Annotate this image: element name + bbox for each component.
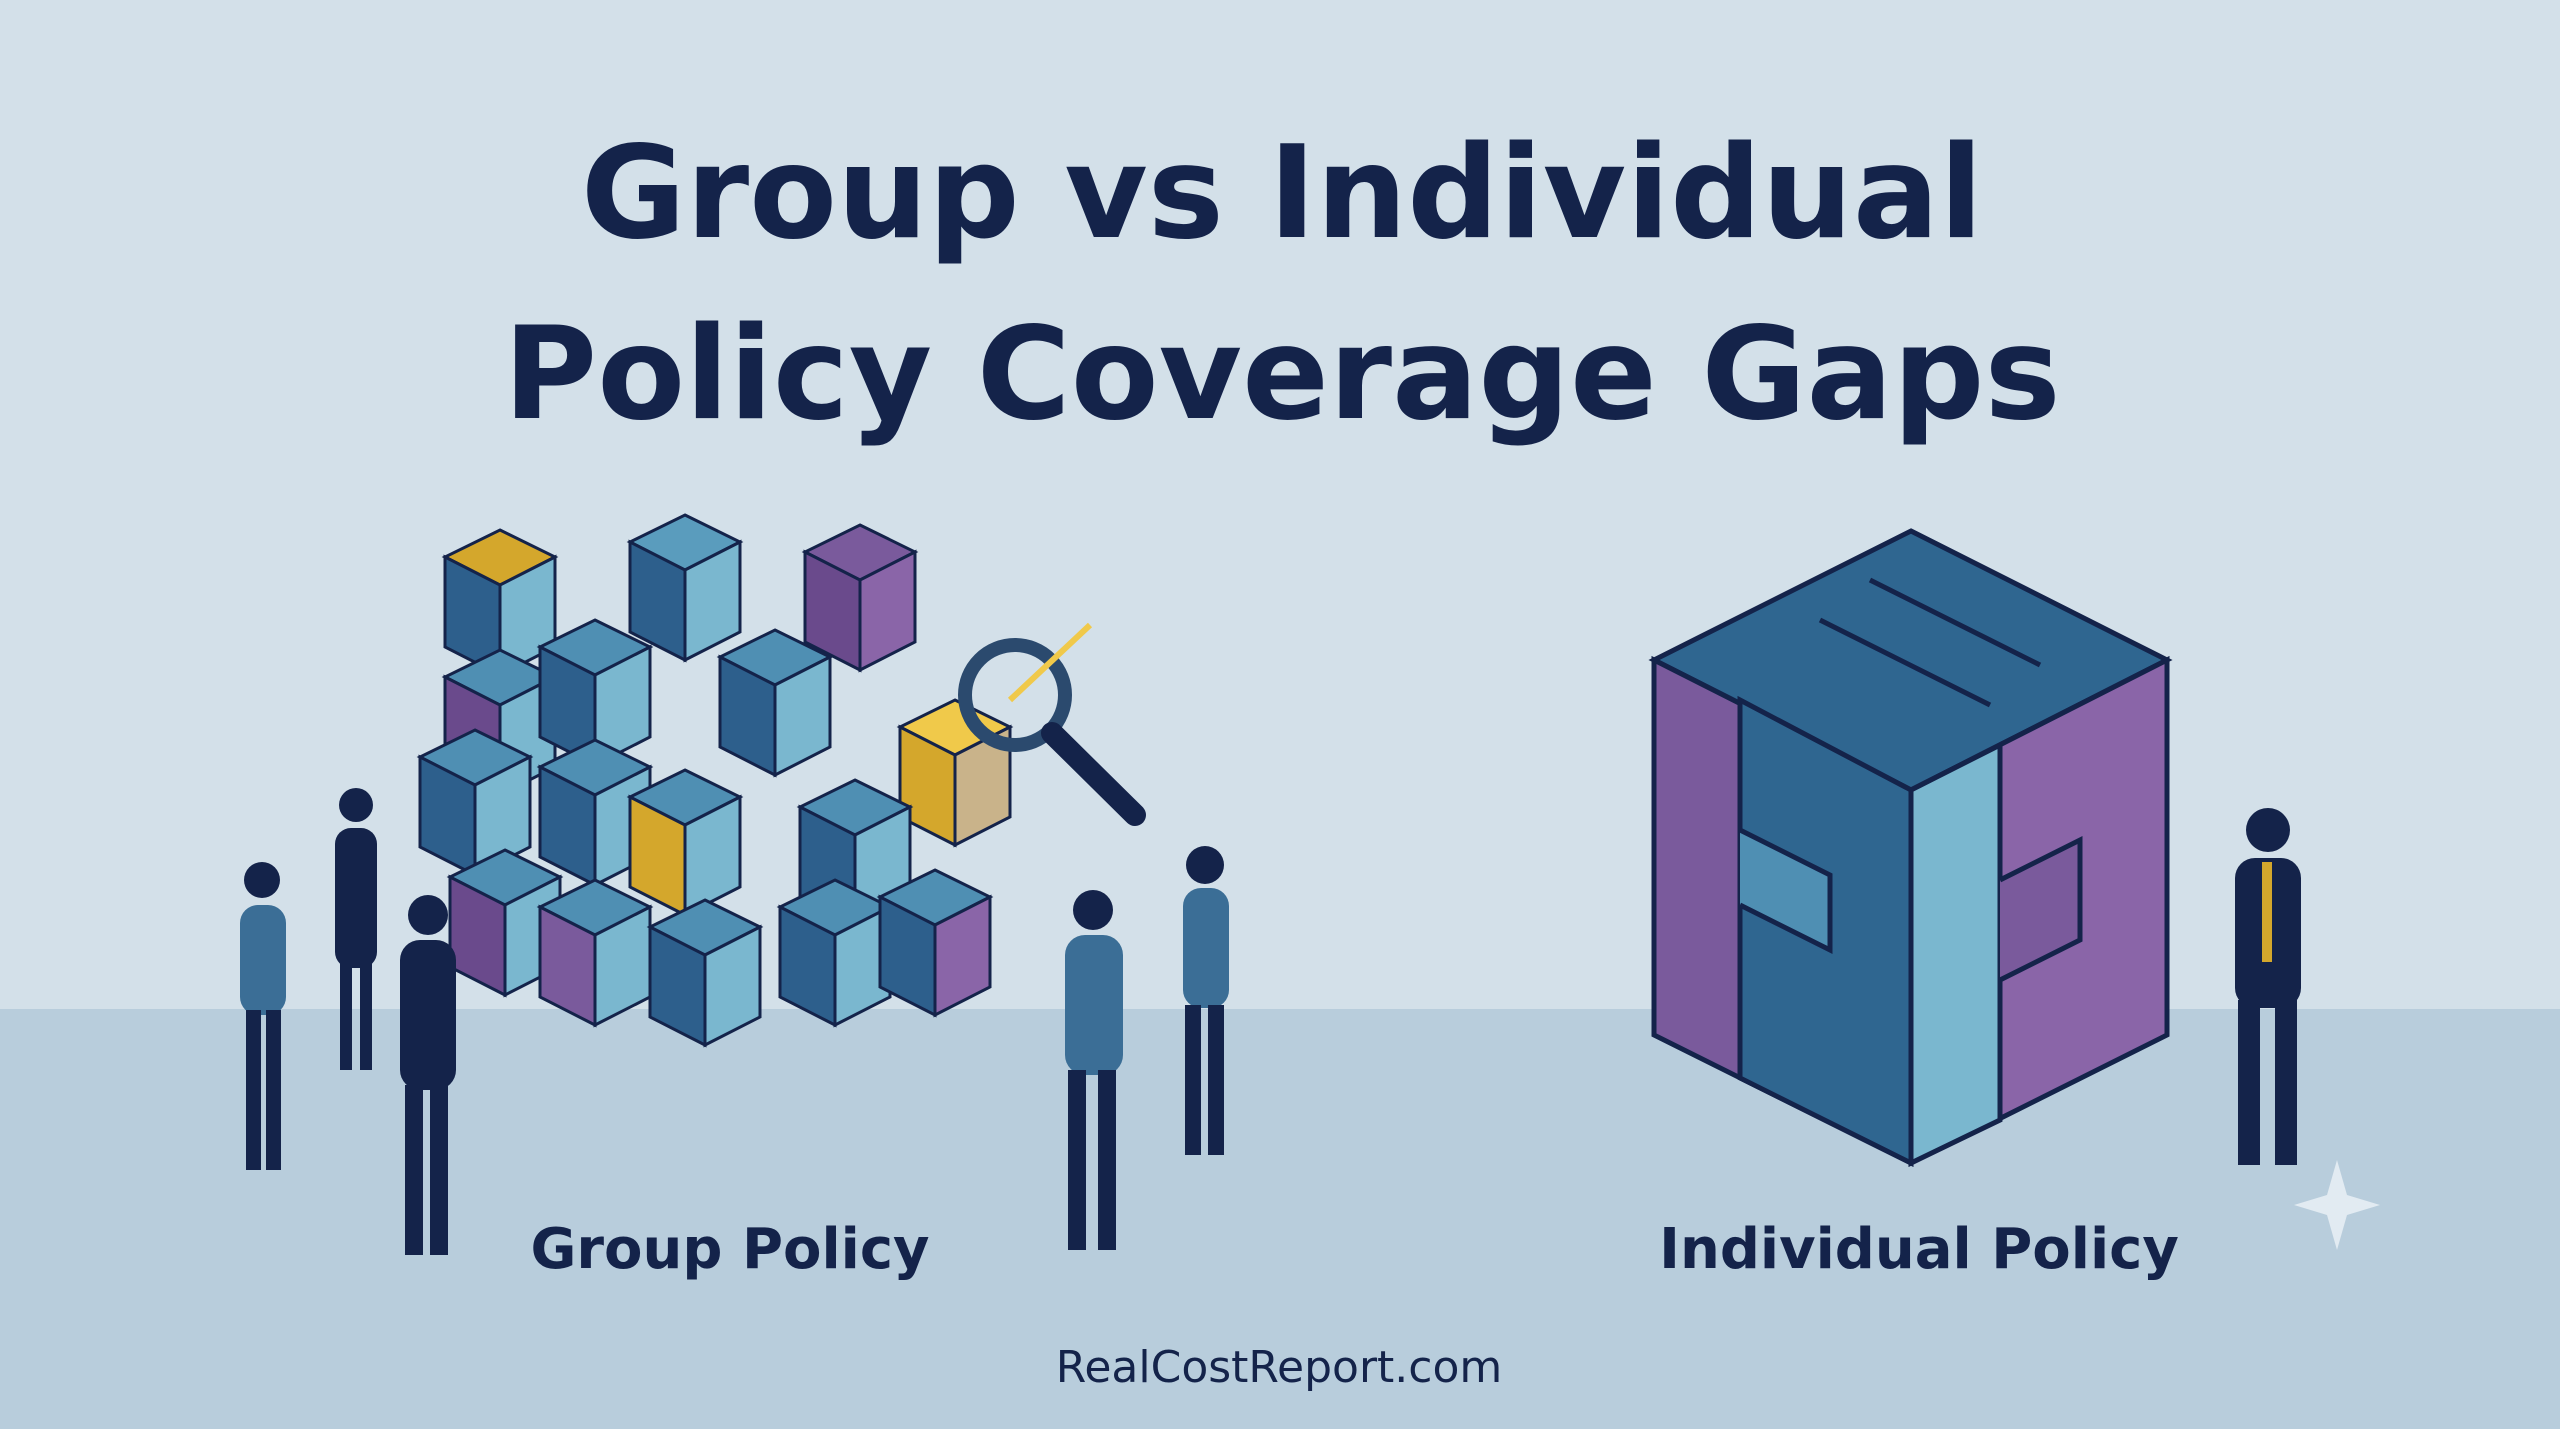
people (240, 788, 2301, 1255)
panel-label: Group Policy (530, 1217, 929, 1282)
footer-source: RealCostReport.com (1056, 1342, 1503, 1393)
panel-label: Individual Policy (1659, 1217, 2179, 1282)
sparkle (2294, 1160, 2380, 1250)
title-line: Group vs Individual (581, 119, 1983, 268)
title-line: Policy Coverage Gaps (503, 300, 2060, 449)
magnifier (958, 622, 1146, 826)
individual-cube (1648, 528, 2173, 1168)
